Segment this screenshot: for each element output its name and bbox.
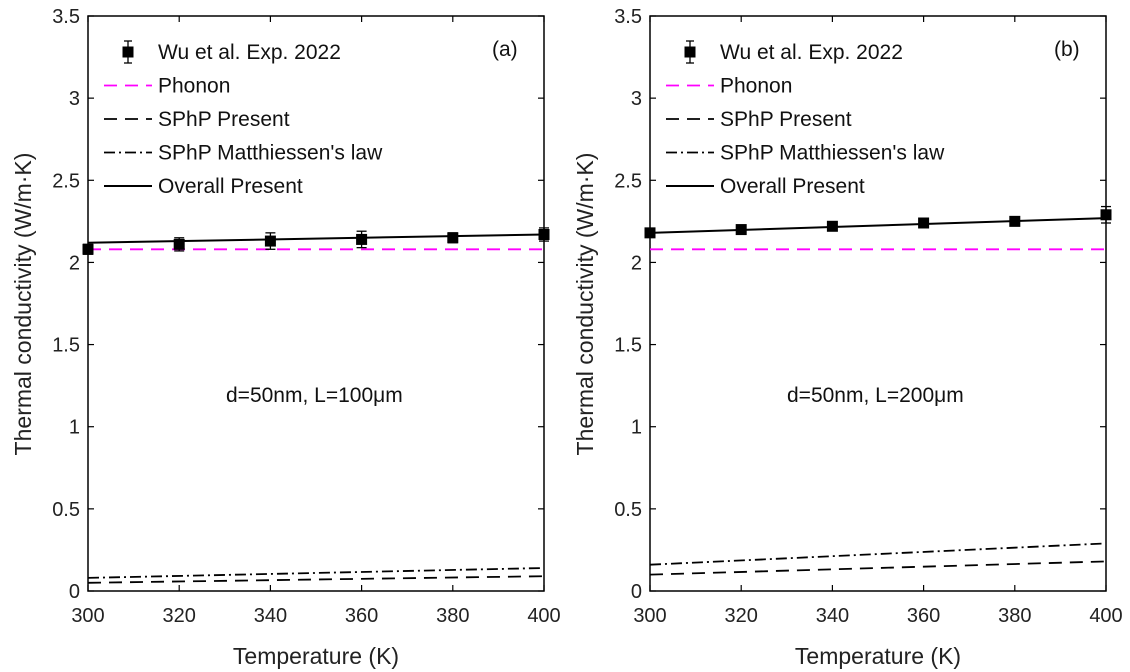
panel-a-ytick-label: 0.5	[52, 499, 80, 521]
panel-a-legend-label: Overall Present	[158, 175, 303, 198]
panel-a-ytick-label: 3	[69, 88, 80, 110]
panel-a-ytick-label: 1	[69, 417, 80, 439]
panel-a-legend-label: Wu et al. Exp. 2022	[158, 41, 341, 64]
panel-b: 300 320 340 360 380 400 0 0.5 1 1.5 2 2.5 3 3.5 Wu et…	[572, 6, 1123, 669]
panel-b-data-point	[1009, 215, 1021, 227]
panel-a-data-point	[82, 243, 94, 255]
panel-b-legend-swatch-marker	[684, 46, 696, 58]
panel-b-ytick-label: 0	[631, 581, 642, 603]
panel-b-data-point	[644, 227, 656, 239]
panel-b-ytick-label: 1.5	[614, 335, 642, 357]
panel-b-legend-label: SPhP Matthiessen's law	[720, 142, 945, 165]
panel-b-ytick-label: 1	[631, 417, 642, 439]
panel-a-ytick-label: 1.5	[52, 335, 80, 357]
panel-a-ytick-label: 2	[69, 252, 80, 274]
panel-b-plot-area	[649, 15, 1107, 592]
panel-a-legend-label: Phonon	[158, 75, 230, 98]
panel-a-xtick-label: 400	[527, 605, 560, 627]
panel-b-xtick-label: 360	[907, 605, 940, 627]
panel-a-ylabel: Thermal conductivity (W/m·K)	[10, 153, 36, 456]
panel-b-ticks: 300 320 340 360 380 400 0 0.5 1 1.5 2 2.5 3 3.5	[614, 6, 1123, 627]
panel-b-xtick-label: 340	[816, 605, 849, 627]
panel-b-tag: (b)	[1054, 38, 1080, 61]
panel-a-xtick-label: 340	[254, 605, 287, 627]
panel-b-data-point	[826, 220, 838, 232]
panel-b-series-line	[649, 542, 1107, 566]
panel-a-series-line	[87, 233, 545, 244]
panel-a-legend-label: SPhP Present	[158, 108, 290, 131]
panel-b-legend-label: SPhP Present	[720, 108, 852, 131]
panel-a-xtick-label: 320	[163, 605, 196, 627]
panel-b-xtick-label: 380	[998, 605, 1031, 627]
panel-b-ytick-label: 2.5	[614, 170, 642, 192]
panel-b-series-line	[649, 217, 1107, 234]
panel-b-xtick-label: 320	[725, 605, 758, 627]
panel-b-xtick-label: 300	[633, 605, 666, 627]
panel-a-legend: Wu et al. Exp. 2022 Phonon SPhP Present SPh…	[104, 40, 383, 198]
panel-b-annotation: d=50nm, L=200μm	[787, 384, 964, 407]
panel-b-legend-label: Wu et al. Exp. 2022	[720, 41, 903, 64]
panel-b-data-point	[1100, 209, 1112, 221]
panel-a-legend-swatch-marker	[122, 46, 134, 58]
panel-b-ytick-label: 2	[631, 252, 642, 274]
panel-a-data-point	[538, 229, 550, 240]
panel-b-data-point	[918, 217, 930, 229]
panel-b-series-line	[649, 560, 1107, 576]
panel-b-ytick-label: 3.5	[614, 6, 642, 28]
panel-a-ytick-label: 0	[69, 581, 80, 603]
panel-b-xtick-label: 400	[1089, 605, 1122, 627]
panel-a-legend-label: SPhP Matthiessen's law	[158, 142, 383, 165]
panel-b-ylabel: Thermal conductivity (W/m·K)	[572, 153, 598, 456]
panel-a-annotation: d=50nm, L=100μm	[226, 384, 403, 407]
panel-b-legend: Wu et al. Exp. 2022 Phonon SPhP Present SPh…	[666, 40, 945, 198]
panel-b-xlabel: Temperature (K)	[795, 643, 961, 669]
panel-a-series-line	[87, 567, 545, 579]
panel-a-xtick-label: 360	[345, 605, 378, 627]
panel-a-ticks: 300 320 340 360 380 400 0 0.5 1 1.5 2 2.5 3 3.5	[52, 6, 561, 627]
panel-b-ytick-label: 3	[631, 88, 642, 110]
panel-a-data-point	[264, 235, 276, 247]
panel-a-series-line	[87, 575, 545, 584]
panel-a-data-point	[173, 238, 185, 250]
panel-a-xtick-label: 300	[71, 605, 104, 627]
panel-a-data-point	[447, 232, 459, 244]
panel-a-ytick-label: 3.5	[52, 6, 80, 28]
panel-a-xlabel: Temperature (K)	[233, 643, 399, 669]
panel-a-series	[82, 227, 550, 584]
panel-a-ytick-label: 2.5	[52, 170, 80, 192]
panel-a: 300 320 340 360 380 400 0 0.5 1 1.5 2 2.5 3 3.5 Wu et…	[10, 6, 561, 669]
panel-a-tag: (a)	[492, 38, 518, 61]
panel-b-legend-label: Phonon	[720, 75, 792, 98]
panel-b-ytick-label: 0.5	[614, 499, 642, 521]
panel-a-data-point	[356, 233, 368, 245]
panel-a-xtick-label: 380	[436, 605, 469, 627]
panel-b-series	[644, 205, 1112, 576]
panel-a-plot-area	[87, 15, 545, 592]
panel-b-legend-label: Overall Present	[720, 175, 865, 198]
panel-b-data-point	[735, 224, 747, 236]
